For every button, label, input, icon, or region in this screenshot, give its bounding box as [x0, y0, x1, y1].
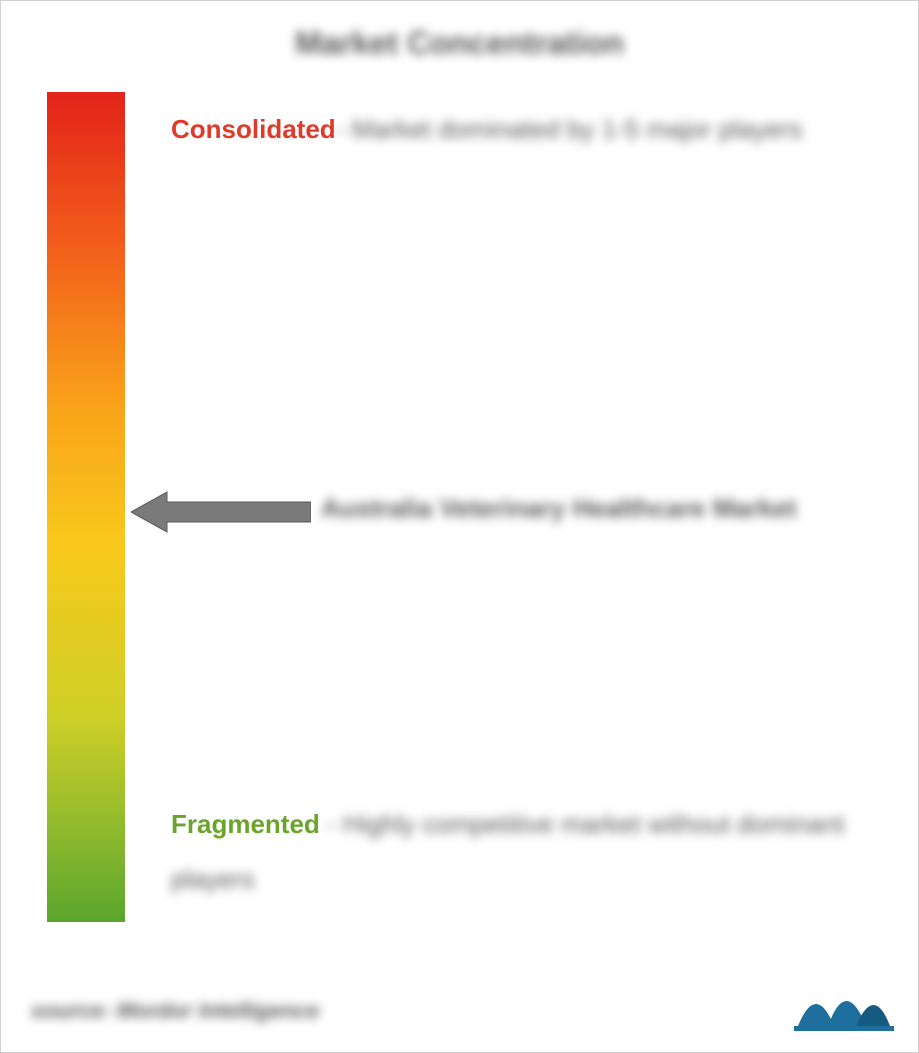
source-attribution: source: Mordor Intelligence — [31, 998, 320, 1024]
concentration-gradient-bar — [47, 92, 125, 922]
consolidated-highlight: Consolidated — [171, 114, 336, 144]
mordor-logo-icon — [794, 974, 894, 1034]
concentration-diagram: Consolidated- Market dominated by 1-5 ma… — [1, 92, 918, 952]
fragmented-highlight: Fragmented — [171, 809, 320, 839]
consolidated-description: - Market dominated by 1-5 major players — [336, 114, 803, 144]
page-title: Market Concentration — [1, 1, 918, 62]
market-position-arrow — [131, 490, 311, 534]
fragmented-label: Fragmented - Highly competitive market w… — [171, 797, 871, 906]
market-name-label: Australia Veterinary Healthcare Market — [321, 482, 861, 534]
consolidated-label: Consolidated- Market dominated by 1-5 ma… — [171, 102, 851, 157]
